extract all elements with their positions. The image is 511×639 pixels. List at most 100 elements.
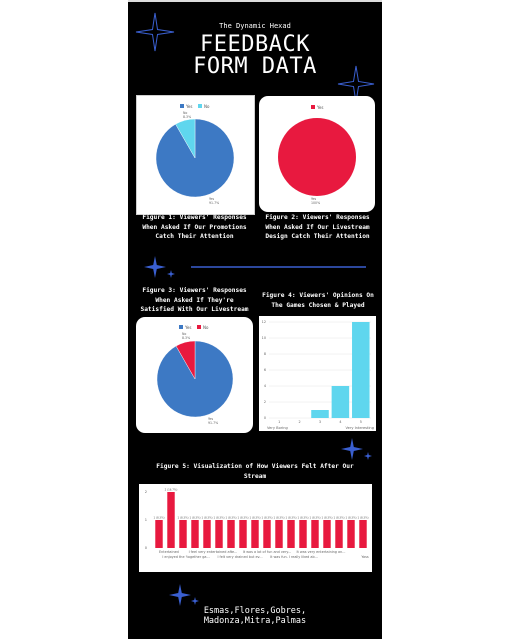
x-category-label: Yass	[361, 555, 368, 559]
data-label: 1 (8.3%)	[285, 516, 296, 520]
y-tick-label: 6	[264, 368, 266, 372]
y-tick-label: 10	[262, 336, 266, 340]
data-label: 1 (8.3%)	[249, 516, 260, 520]
caption-line: Catch Their Attention	[155, 233, 234, 240]
legend-swatch-yes	[179, 325, 183, 329]
top-border	[128, 0, 382, 2]
authors-line-1: Esmas,Flores,Gobres,	[203, 606, 307, 616]
x-category-label: I feel very entertained afte...	[189, 550, 238, 554]
data-label: 1 (8.3%)	[333, 516, 344, 520]
scale-label-low: Very Boring	[267, 426, 288, 430]
figure-3-panel: Yes No No 8.3% Yes 91.7%	[136, 317, 253, 433]
y-tick-label: 0	[264, 416, 266, 420]
bar-feeling-16	[335, 520, 343, 548]
figure-1-caption: Figure 1: Viewers' Responses When Asked …	[132, 213, 257, 242]
legend-swatch-no	[197, 325, 201, 329]
legend-swatch-yes	[311, 105, 315, 109]
authors-line-2: Madonza,Mitra,Palmas	[203, 616, 307, 626]
data-label: 2 (16.7%)	[165, 488, 178, 492]
sparkle-icon	[341, 438, 363, 460]
bar-feeling-17	[347, 520, 355, 548]
x-tick-label: 5	[360, 420, 362, 424]
data-label: 1 (8.3%)	[357, 516, 368, 520]
legend-label-no: No	[203, 325, 209, 330]
authors: Esmas,Flores,Gobres, Madonza,Mitra,Palma…	[128, 606, 382, 626]
bar-feeling-9	[251, 520, 259, 548]
page-title: FEEDBACK FORM DATA	[128, 34, 382, 78]
x-tick-label: 1	[278, 420, 280, 424]
figure-2-panel: Yes Yes 100%	[259, 96, 375, 212]
x-category-label: I enjoyed the 'together ga...	[162, 555, 209, 559]
caption-line: Figure 3: Viewers' Responses	[142, 287, 247, 294]
title-line-1: FEEDBACK	[200, 32, 310, 57]
y-tick-label: 1	[145, 518, 147, 522]
x-category-label: I felt very drained but ev...	[217, 555, 262, 559]
slice-label-no: No	[183, 111, 187, 115]
x-category-label: It was fun. I really liked ab...	[270, 555, 318, 559]
y-tick-label: 2	[145, 490, 147, 494]
data-label: 1 (8.3%)	[213, 516, 224, 520]
x-tick-label: 2	[299, 420, 301, 424]
x-category-label: It was very entertaining an...	[297, 550, 346, 554]
legend-swatch-yes	[180, 104, 184, 108]
slice-label-yes-pct: 100%	[311, 201, 320, 205]
caption-line: When Asked If Our Livestream	[265, 223, 370, 231]
scale-label-high: Very Interesting	[345, 426, 374, 430]
figure-1-pie-chart: Yes No No 8.3% Yes 91.7%	[155, 104, 235, 205]
bar-feeling-18	[359, 520, 367, 548]
pie-slice-no	[175, 340, 196, 380]
caption-line: Design Catch Their Attention	[265, 233, 370, 240]
caption-line: When Asked If They're	[155, 296, 234, 304]
slice-label-no: No	[182, 332, 186, 336]
title-line-2: FORM DATA	[193, 54, 317, 79]
data-label: 1 (8.3%)	[225, 516, 236, 520]
caption-line: The Games Chosen & Played	[271, 301, 365, 309]
caption-line: Figure 2: Viewers' Responses	[265, 214, 370, 221]
bar-rating-4	[331, 386, 350, 418]
data-label: 1 (8.3%)	[261, 516, 272, 520]
x-tick-label: 4	[339, 420, 341, 424]
bar-rating-5	[352, 322, 370, 418]
figure-3-caption: Figure 3: Viewers' Responses When Asked …	[132, 286, 257, 315]
bar-rating-3	[311, 410, 329, 418]
bar-feeling-11	[275, 520, 283, 548]
caption-line: Figure 5: Visualization of How Viewers F…	[156, 463, 354, 470]
slice-label-yes-pct: 91.7%	[208, 421, 218, 425]
sparkle-icon	[191, 597, 199, 605]
y-tick-label: 12	[262, 320, 266, 324]
organization-name: The Dynamic Hexad	[219, 22, 291, 30]
data-label: 1 (8.3%)	[237, 516, 248, 520]
slice-label-yes: Yes	[311, 197, 316, 201]
sparkle-icon	[144, 256, 166, 278]
bar-feeling-1	[155, 520, 163, 548]
infographic-page: The Dynamic Hexad FEEDBACK FORM DATA Yes…	[128, 0, 382, 639]
y-tick-label: 0	[145, 546, 148, 550]
figure-1-panel: Yes No No 8.3% Yes 91.7%	[136, 95, 255, 215]
figure-2-caption: Figure 2: Viewers' Responses When Asked …	[255, 213, 380, 242]
bar-feeling-4	[191, 520, 199, 548]
x-category-label: It was a lot of fun and very...	[243, 550, 291, 554]
legend-swatch-no	[198, 104, 202, 108]
y-tick-label: 4	[264, 384, 266, 388]
data-label: 1 (8.3%)	[273, 516, 284, 520]
slice-label-yes: Yes	[208, 417, 213, 421]
bar-feeling-6	[215, 520, 223, 548]
figure-4-caption: Figure 4: Viewers' Opinions On The Games…	[256, 291, 380, 310]
caption-line: When Asked If Our Promotions	[142, 223, 247, 231]
bar-feeling-14	[311, 520, 319, 548]
sparkle-icon	[169, 584, 191, 606]
data-label: 1 (8.3%)	[153, 516, 164, 520]
caption-line: Figure 1: Viewers' Responses	[142, 214, 247, 221]
x-category-label: Entertained	[159, 550, 179, 554]
data-label: 1 (8.3%)	[201, 516, 212, 520]
bar-feeling-12	[287, 520, 295, 548]
figure-2-pie-chart: Yes Yes 100%	[278, 105, 356, 205]
pie-slice-no	[175, 118, 196, 159]
caption-line: Stream	[243, 472, 267, 480]
bar-feeling-7	[227, 520, 235, 548]
caption-line: Satisfied With Our Livestream	[140, 306, 249, 313]
data-label: 1 (8.3%)	[345, 516, 356, 520]
figure-5-caption: Figure 5: Visualization of How Viewers F…	[138, 462, 372, 481]
data-label: 1 (8.3%)	[177, 516, 188, 520]
